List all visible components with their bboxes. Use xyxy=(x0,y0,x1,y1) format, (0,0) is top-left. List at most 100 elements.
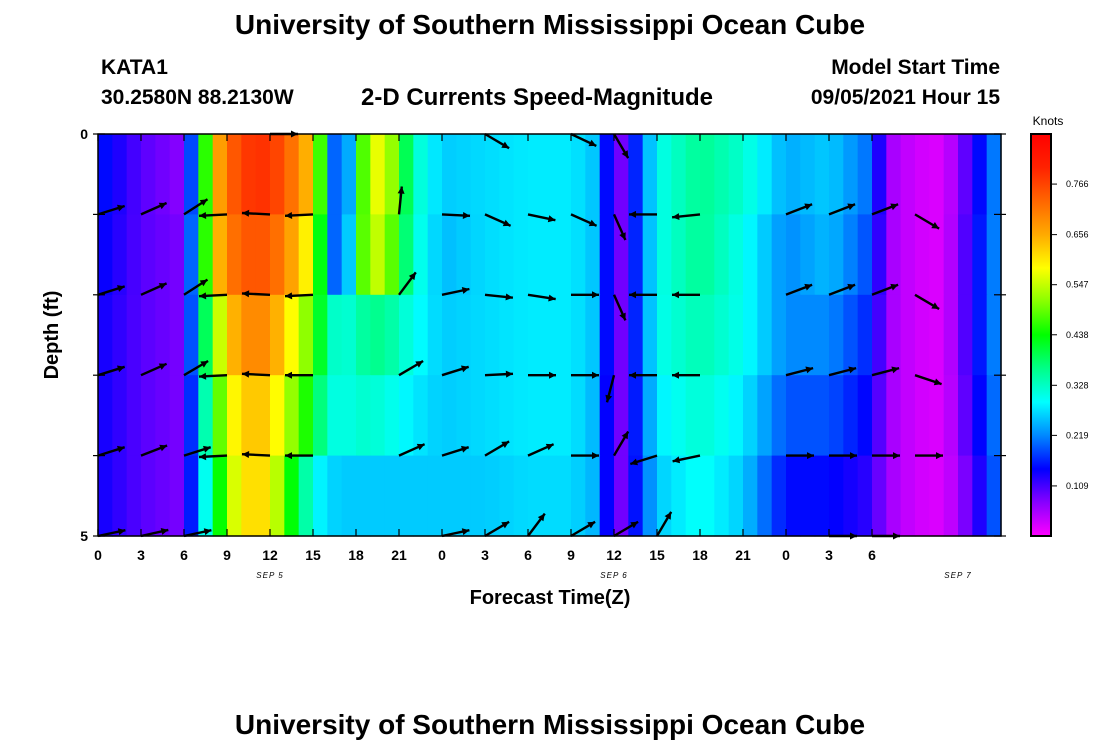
heatmap-cell xyxy=(370,294,386,376)
heatmap-cell xyxy=(958,455,973,537)
arrow-head xyxy=(672,371,679,379)
current-vector-arrow xyxy=(612,213,627,241)
arrow-head xyxy=(890,283,899,291)
current-vector-arrow xyxy=(612,294,627,321)
heatmap-cell xyxy=(126,134,142,215)
colorbar-tick-label: 0.109 xyxy=(1066,481,1089,491)
x-tick-label: 18 xyxy=(348,547,364,563)
heatmap-cell xyxy=(556,294,572,376)
current-vector-arrow xyxy=(441,445,470,457)
heatmap-cell xyxy=(270,455,285,537)
heatmap-cell xyxy=(169,294,185,376)
heatmap-cell xyxy=(313,375,328,457)
heatmap-cell xyxy=(958,214,973,296)
heatmap-cell xyxy=(485,294,500,376)
current-vector-arrow xyxy=(570,132,597,147)
current-vector-arrow xyxy=(241,370,271,378)
heatmap-cell xyxy=(255,375,271,457)
heatmap-cell xyxy=(169,455,185,537)
arrow-head xyxy=(461,445,469,453)
heatmap-cell xyxy=(786,214,801,296)
heatmap-cell xyxy=(943,134,959,215)
heatmap-cell xyxy=(571,214,586,296)
arrow-head xyxy=(850,452,857,460)
heatmap-cell xyxy=(155,214,171,296)
arrow-head xyxy=(158,363,167,370)
heatmap-cell xyxy=(141,375,156,457)
current-vector-arrow xyxy=(140,362,168,377)
current-vector-arrow xyxy=(198,292,228,300)
current-vector-arrow xyxy=(672,371,700,379)
current-vector-arrow xyxy=(629,454,658,466)
heatmap-cell xyxy=(571,375,586,457)
heatmap-cell xyxy=(900,134,916,215)
colorbar-tick-label: 0.328 xyxy=(1066,380,1089,390)
arrow-head xyxy=(621,431,629,440)
current-vector-arrow xyxy=(612,133,630,159)
arrow-head xyxy=(664,511,672,520)
station-coordinates: 30.2580N 88.2130W xyxy=(101,86,294,109)
heatmap-cell xyxy=(943,455,959,537)
current-vector-arrow xyxy=(484,293,514,301)
heatmap-cell xyxy=(843,214,859,296)
heatmap-cell xyxy=(528,134,543,215)
arrow-head xyxy=(548,294,556,302)
main-title: University of Southern Mississippi Ocean… xyxy=(234,9,866,40)
heatmap-cell xyxy=(198,294,214,376)
footer-title: University of Southern Mississippi Ocean… xyxy=(234,709,866,740)
current-vector-arrow xyxy=(629,210,657,218)
heatmap-cell xyxy=(972,294,988,376)
current-vector-arrow xyxy=(672,454,701,464)
heatmap-cell xyxy=(929,455,945,537)
plot-frame xyxy=(97,133,1002,537)
heatmap-cell xyxy=(986,455,1002,537)
current-vector-arrow xyxy=(785,366,814,377)
heatmap-cell xyxy=(886,134,902,215)
heatmap-cell xyxy=(212,214,228,296)
heatmap-cell xyxy=(112,455,128,537)
heatmap-cell xyxy=(771,455,787,537)
heatmap-cell xyxy=(485,134,500,215)
heatmap-cell xyxy=(671,375,687,457)
current-vector-arrow xyxy=(97,285,126,296)
arrow-head xyxy=(805,366,814,374)
heatmap-cell xyxy=(542,214,558,296)
heatmap-cell xyxy=(915,134,930,215)
heatmap-cell xyxy=(700,375,715,457)
heatmap-cell xyxy=(470,134,486,215)
heatmap-cell xyxy=(442,375,457,457)
heatmap-cell xyxy=(843,134,859,215)
heatmap-cell xyxy=(384,375,400,457)
heatmap-cell xyxy=(499,455,515,537)
heatmap-cell xyxy=(556,134,572,215)
arrow-head xyxy=(629,291,636,299)
heatmap-cell xyxy=(356,134,371,215)
heatmap-cell xyxy=(657,375,672,457)
heatmap-cell xyxy=(442,214,457,296)
heatmap-cell xyxy=(900,294,916,376)
heatmap-cell xyxy=(886,294,902,376)
heatmap-cell xyxy=(571,294,586,376)
heatmap-cell xyxy=(399,134,414,215)
heatmap-cell xyxy=(198,214,214,296)
x-tick-label: 21 xyxy=(735,547,751,563)
heatmap-cell xyxy=(341,134,357,215)
current-vector-arrow xyxy=(828,203,856,216)
arrow-head xyxy=(588,219,597,227)
heatmap-cell xyxy=(184,214,199,296)
heatmap-cell xyxy=(843,375,859,457)
heatmap-cell xyxy=(628,214,644,296)
current-vector-arrow xyxy=(570,520,596,538)
heatmap-cell xyxy=(413,214,429,296)
heatmap-cell xyxy=(241,455,257,537)
heatmap-cell xyxy=(298,134,314,215)
heatmap-cell xyxy=(886,375,902,457)
heatmap-cell xyxy=(814,375,830,457)
x-tick-label: 3 xyxy=(825,547,833,563)
heatmap-cell xyxy=(642,294,658,376)
current-vector-arrow xyxy=(871,203,899,216)
current-vector-arrow xyxy=(672,291,700,299)
heatmap-cell xyxy=(427,375,443,457)
heatmap-cell xyxy=(915,375,930,457)
arrow-head xyxy=(545,443,554,451)
